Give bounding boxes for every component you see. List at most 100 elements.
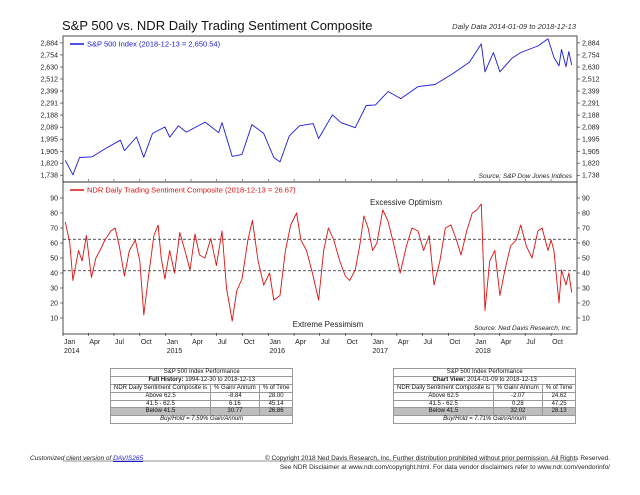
table-header: % Gain/ Annum [210,383,260,393]
x-year-label: 2016 [269,348,285,355]
x-month-label: Oct [347,339,358,346]
x-month-label: Oct [141,339,152,346]
table-cell: Above 62.5 [392,391,495,401]
spx-tick-label-left: 2,512 [40,76,58,83]
x-year-label: 2017 [373,348,389,355]
perf-table-chart-view: S&P 500 Index Performance Chart View: 20… [392,368,577,425]
spx-tick-label-left: 2,291 [40,101,58,108]
x-month-label: Jul [423,339,432,346]
x-month-label: Oct [244,339,255,346]
ndr-source: Source: Ned Davis Research, Inc. [474,325,572,332]
table-cell: Below 41.5 [392,407,495,417]
perf-table-full-history: S&P 500 Index Performance Full History: … [109,368,294,425]
x-month-label: Jan [167,339,178,346]
x-month-label: Apr [192,339,204,346]
x-month-label: Apr [89,339,101,346]
ndr-tick-label-right: 90 [582,196,590,203]
ndr-panel-frame [62,181,578,335]
x-month-label: Jan [373,339,384,346]
spx-tick-label-right: 1,820 [582,161,600,168]
ndr-tick-label-right: 30 [582,286,590,293]
spx-tick-label-left: 2,399 [40,89,58,96]
extreme-pessimism-label: Extreme Pessimism [293,320,364,329]
ndr-tick-label-left: 50 [50,256,58,263]
ndr-y-ticks: 90 90 80 80 70 70 60 60 50 50 40 40 30 30 20 20 10 10 [50,196,590,323]
spx-panel-frame [62,35,578,183]
x-month-label: Jul [321,339,330,346]
ndr-line [64,203,573,322]
table-cell: Below 41.5 [109,407,212,417]
spx-source: Source: S&P Dow Jones Indices [479,173,573,180]
ndr-tick-label-left: 70 [50,226,58,233]
table-cell: -2.07 [493,391,543,401]
client-link[interactable]: DAVIS265 [113,455,144,462]
spx-tick-label-right: 2,884 [582,40,600,47]
table-header: NDR Daily Sentiment Composite is [109,383,212,393]
table-cell: 41.5 - 62.5 [109,399,212,409]
ndr-tick-label-right: 40 [582,271,590,278]
table-row: 41.5 - 62.5 0.28 47.25 [392,399,577,409]
excessive-optimism-label: Excessive Optimism [370,198,442,207]
x-month-label: Apr [501,339,513,346]
client-prefix: Customized client version of [30,455,114,462]
table-cell: -8.84 [210,391,260,401]
spx-y-ticks: 2,884 2,884 2,754 2,754 2,630 2,630 2,512 2,512… [40,40,599,179]
table-cell: 45.14 [258,399,294,409]
ndr-tick-label-right: 10 [582,316,590,323]
table-header: % of Time [541,383,577,393]
spx-tick-label-left: 2,884 [40,40,58,47]
ndr-tick-label-left: 40 [50,271,58,278]
table-cell: 47.25 [541,399,577,409]
date-range: Daily Data 2014-01-09 to 2018-12-13 [452,22,577,31]
ndr-legend: NDR Daily Trading Sentiment Composite (2… [87,186,296,195]
spx-tick-label-right: 2,399 [582,89,600,96]
spx-tick-label-right: 2,291 [582,101,600,108]
table-header: NDR Daily Sentiment Composite is [392,383,495,393]
x-year-label: 2015 [167,348,183,355]
table-buyhold: Buy/Hold = 7.71% Gain/Annum [392,415,577,425]
x-month-label: Jul [115,339,124,346]
x-month-label: Jul [218,339,227,346]
spx-tick-label-left: 1,995 [40,137,58,144]
x-month-label: Apr [295,339,307,346]
table-row: Below 41.5 32.02 28.13 [392,407,577,417]
ndr-tick-label-right: 80 [582,211,590,218]
copyright-text: © Copyright 2018 Ned Davis Research, Inc… [264,455,610,462]
table-cell: 0.28 [493,399,543,409]
ndr-tick-label-right: 50 [582,256,590,263]
spx-tick-label-left: 2,754 [40,52,58,59]
copyright-block: © Copyright 2018 Ned Davis Research, Inc… [265,455,610,473]
table-row: Below 41.5 30.77 26.86 [109,407,294,417]
ndr-threshold-lines [63,238,577,272]
spx-tick-label-left: 1,738 [40,173,58,180]
table-subtitle-value: 1994-12-30 to 2018-12-13 [185,376,255,383]
table-title: S&P 500 Index Performance [109,368,294,377]
table-cell: Above 62.5 [109,391,212,401]
ndr-tick-label-left: 80 [50,211,58,218]
spx-tick-label-right: 1,995 [582,137,600,144]
table-row: 41.5 - 62.5 6.16 45.14 [109,399,294,409]
table-row: Above 62.5 -8.84 28.00 [109,391,294,401]
ndr-series-line [64,203,573,322]
table-subtitle-label: Chart View: [432,376,466,383]
x-month-label: Oct [449,339,460,346]
table-buyhold: Buy/Hold = 7.59% Gain/Annum [109,415,294,425]
x-axis: Jan Apr Jul Oct 2014 Jan Apr Jul Oct 2015 Jan Apr Ju… [62,179,563,355]
spx-tick-label-right: 2,754 [582,52,600,59]
ndr-tick-label-left: 60 [50,241,58,248]
spx-tick-label-right: 2,630 [582,64,600,71]
spx-tick-label-left: 2,089 [40,125,58,132]
spx-tick-label-right: 2,188 [582,113,600,120]
spx-tick-label-right: 1,905 [582,149,600,156]
x-month-label: Apr [398,339,410,346]
ndr-tick-label-right: 70 [582,226,590,233]
ndr-tick-label-left: 20 [50,301,58,308]
spx-tick-label-left: 2,188 [40,113,58,120]
x-month-label: Oct [552,339,563,346]
spx-tick-label-right: 1,738 [582,173,600,180]
x-year-label: 2018 [475,348,491,355]
table-title: S&P 500 Index Performance [392,368,577,377]
spx-tick-label-right: 2,089 [582,125,600,132]
x-month-label: Jan [64,339,75,346]
